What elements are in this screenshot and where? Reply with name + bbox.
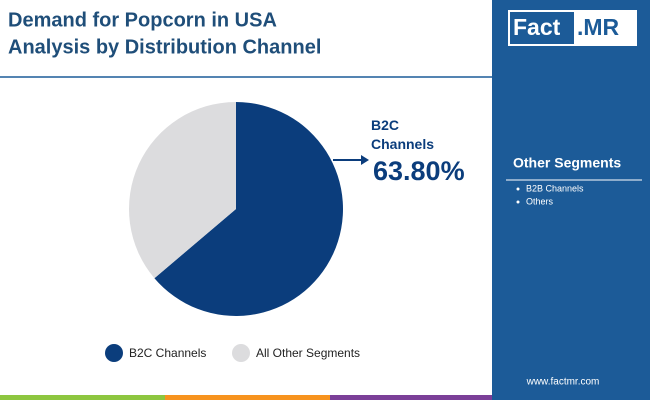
pie-slice bbox=[129, 101, 236, 279]
website: www.factmr.com bbox=[526, 377, 600, 388]
logo-box bbox=[574, 10, 637, 46]
chart-title: Demand for Popcorn in USA bbox=[8, 9, 277, 31]
legend-swatch bbox=[105, 344, 123, 362]
legend-label: All Other Segments bbox=[256, 346, 360, 360]
footer-strip bbox=[0, 395, 165, 400]
sidebar-item: Others bbox=[526, 196, 554, 206]
bullet bbox=[516, 187, 520, 191]
legend-swatch bbox=[232, 344, 250, 362]
annotation-label: B2C Channels bbox=[371, 117, 435, 152]
sidebar-heading: Other Segments bbox=[513, 155, 621, 171]
footer-strip bbox=[165, 395, 330, 400]
logo-text: Fact bbox=[513, 14, 561, 40]
sidebar-item: B2B Channels bbox=[526, 183, 584, 193]
callout-arrowhead bbox=[361, 155, 369, 165]
bullet bbox=[516, 200, 520, 204]
legend-label: B2C Channels bbox=[129, 346, 206, 360]
chart-subtitle: Analysis by Distribution Channel bbox=[8, 36, 321, 58]
footer-strip bbox=[330, 395, 492, 400]
annotation-value: 63.80% bbox=[373, 156, 465, 186]
logo-text: .MR bbox=[577, 14, 620, 40]
side-panel bbox=[492, 0, 650, 400]
pie-slice bbox=[154, 102, 343, 316]
